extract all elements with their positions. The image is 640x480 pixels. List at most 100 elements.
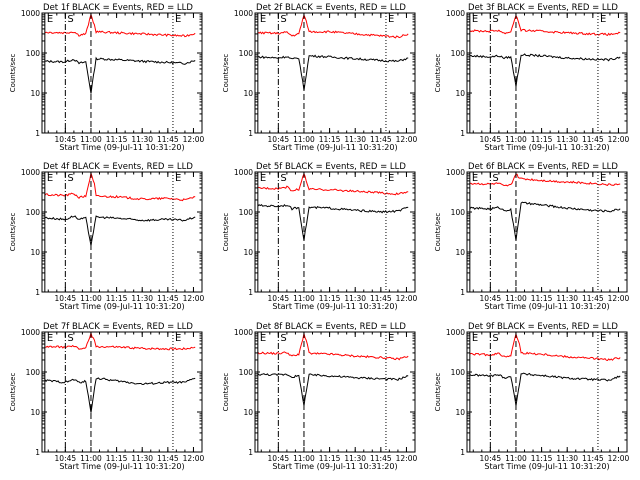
y-tick-label: 1000 [21,9,40,18]
marker-label: S [280,333,286,344]
x-tick-label: 12:00 [608,135,630,144]
x-tick-label: 11:15 [106,135,128,144]
marker-label: E [260,333,266,344]
x-tick-label: 11:00 [293,135,315,144]
events-series-line [257,373,409,406]
marker-label: E [175,173,181,184]
marker-label: E [600,333,606,344]
y-tick-label: 1 [248,448,253,457]
x-tick-label: 11:15 [531,135,553,144]
x-tick-label: 11:15 [531,294,553,303]
x-tick-label: 10:45 [480,135,502,144]
y-tick-label: 1000 [21,168,40,177]
chart-title: Det 2f BLACK = Events, RED = LLD [256,3,406,13]
x-tick-label: 10:45 [55,454,77,463]
x-tick-label: 11:30 [131,294,153,303]
marker-label: S [492,173,498,184]
chart-panel-3: Det 3f BLACK = Events, RED = LLD 1 10 100 10… [434,3,629,152]
x-tick-label: 11:30 [344,135,366,144]
x-tick-label: 10:45 [480,454,502,463]
plot-frame [466,171,628,293]
marker-label: E [47,173,53,184]
y-tick-label: 1000 [234,9,253,18]
lld-series-line [44,12,196,38]
marker-label: E [472,333,478,344]
x-axis-label: Start Time (09-Jul-11 10:31:20) [272,302,397,311]
marker-label: E [175,333,181,344]
marker-label: E [47,14,53,25]
y-tick-label: 100 [451,49,466,58]
plot-frame [466,331,628,453]
plot-frame [41,331,203,453]
events-series-line [257,204,409,241]
marker-label: S [67,333,73,344]
chart-panel-2: Det 2f BLACK = Events, RED = LLD 1 10 100 10… [222,3,417,152]
y-tick-label: 10 [30,89,40,98]
y-tick-label: 100 [239,368,254,377]
x-tick-label: 11:45 [370,294,392,303]
x-tick-label: 10:45 [480,294,502,303]
x-axis-label: Start Time (09-Jul-11 10:31:20) [59,462,184,471]
marker-label: S [492,14,498,25]
x-tick-label: 11:00 [293,294,315,303]
y-tick-label: 1 [35,288,40,297]
y-tick-label: 100 [239,208,254,217]
y-axis-label: Counts/sec [222,54,230,93]
x-axis-label: Start Time (09-Jul-11 10:31:20) [484,302,609,311]
plot-frame [254,171,416,293]
x-tick-label: 11:15 [106,454,128,463]
y-axis-label: Counts/sec [434,373,442,412]
y-tick-label: 100 [451,368,466,377]
y-tick-label: 1 [35,129,40,138]
y-tick-label: 10 [243,408,253,417]
x-tick-label: 11:00 [80,135,102,144]
y-tick-label: 1 [460,448,465,457]
chart-panel-5: Det 5f BLACK = Events, RED = LLD 1 10 100 10… [222,162,417,311]
events-series-line [469,53,621,87]
x-tick-label: 10:45 [55,135,77,144]
lld-series-line [44,173,196,202]
y-axis-label: Counts/sec [222,213,230,252]
y-tick-label: 100 [26,208,41,217]
y-tick-label: 1000 [234,328,253,337]
chart-panel-7: Det 7f BLACK = Events, RED = LLD 1 10 100 10… [9,322,204,471]
marker-label: E [388,14,394,25]
marker-label: S [67,14,73,25]
y-tick-label: 100 [26,49,41,58]
y-tick-label: 1000 [21,328,40,337]
plot-frame [41,171,203,293]
chart-panel-6: Det 6f BLACK = Events, RED = LLD 1 10 100 10… [434,162,629,311]
x-tick-label: 11:00 [80,294,102,303]
lld-series-line [469,332,621,361]
chart-title: Det 4f BLACK = Events, RED = LLD [43,162,193,172]
x-tick-label: 12:00 [608,294,630,303]
y-axis-label: Counts/sec [9,213,17,252]
x-tick-label: 11:15 [106,294,128,303]
x-tick-label: 11:45 [157,454,179,463]
marker-label: E [388,333,394,344]
y-tick-label: 10 [243,248,253,257]
lld-series-line [469,173,621,187]
marker-label: S [280,173,286,184]
x-tick-label: 11:15 [531,454,553,463]
x-axis-label: Start Time (09-Jul-11 10:31:20) [272,462,397,471]
y-axis-label: Counts/sec [9,373,17,412]
x-tick-label: 11:30 [131,454,153,463]
x-tick-label: 10:45 [268,294,290,303]
y-tick-label: 100 [26,368,41,377]
y-tick-label: 10 [455,248,465,257]
marker-label: E [47,333,53,344]
marker-label: E [388,173,394,184]
marker-label: E [600,173,606,184]
marker-label: E [175,14,181,25]
x-axis-label: Start Time (09-Jul-11 10:31:20) [272,143,397,152]
x-tick-label: 12:00 [396,135,418,144]
x-tick-label: 11:45 [370,135,392,144]
lld-series-line [257,333,409,361]
y-axis-label: Counts/sec [222,373,230,412]
x-tick-label: 11:00 [505,135,527,144]
y-tick-label: 10 [455,408,465,417]
x-tick-label: 11:30 [131,135,153,144]
y-tick-label: 1 [460,129,465,138]
lld-series-line [257,13,409,39]
